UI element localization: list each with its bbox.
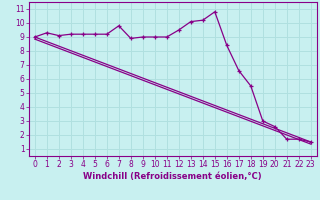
X-axis label: Windchill (Refroidissement éolien,°C): Windchill (Refroidissement éolien,°C) xyxy=(84,172,262,181)
